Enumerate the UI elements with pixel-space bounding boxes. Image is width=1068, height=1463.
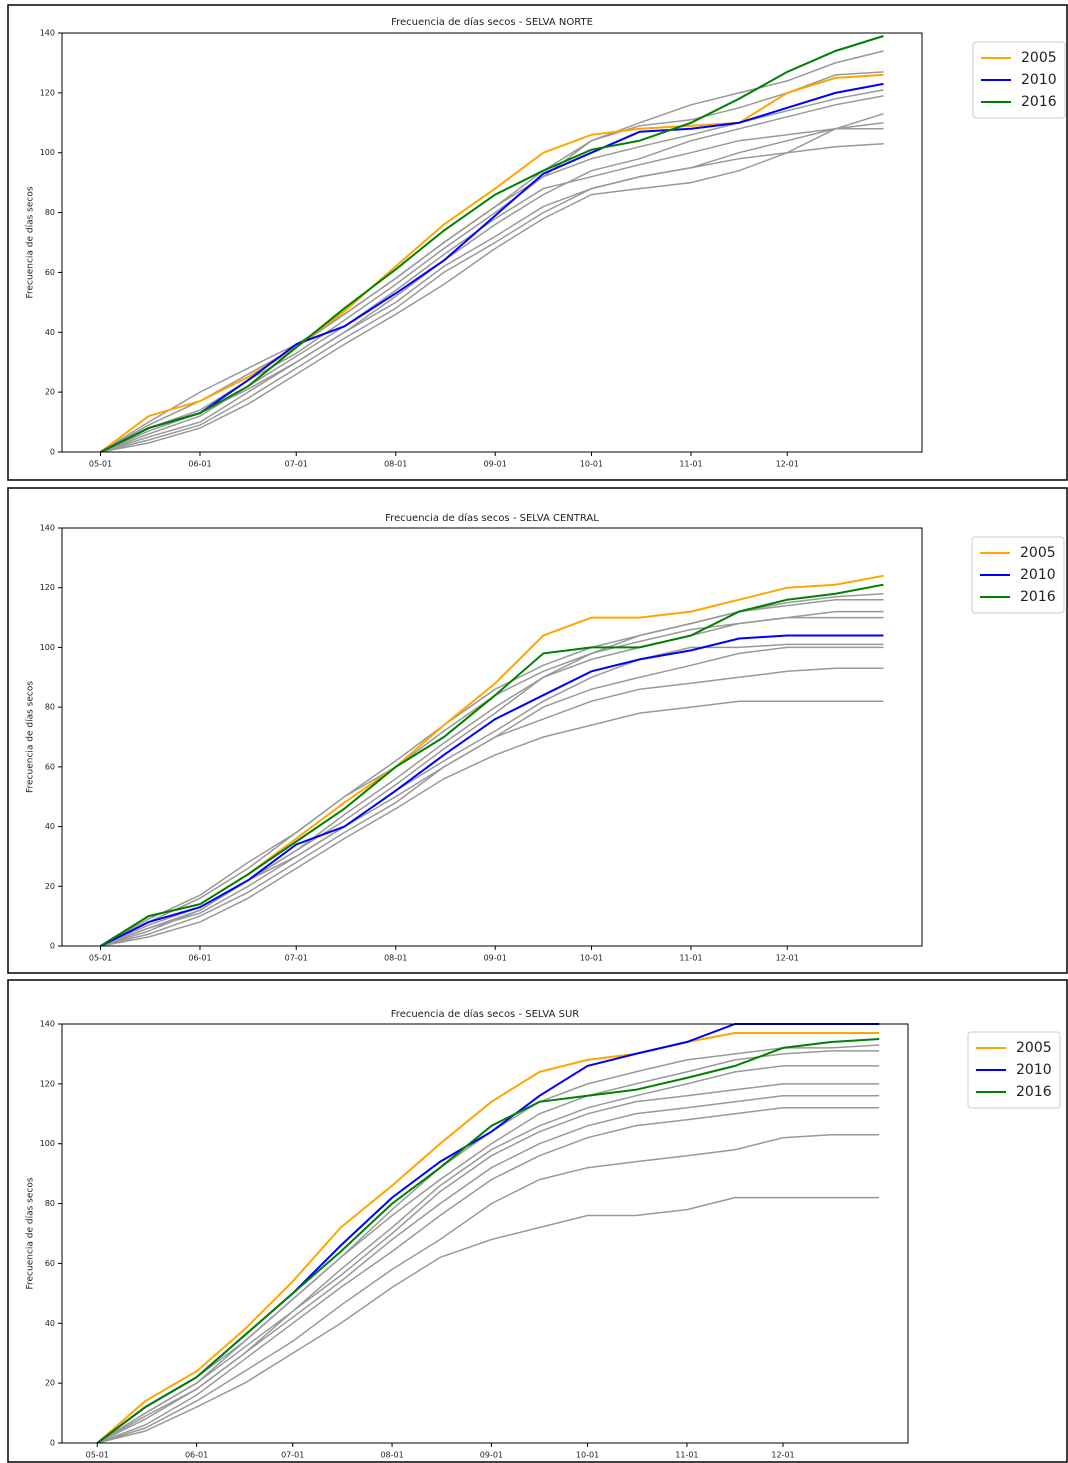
y-tick-label: 40 — [45, 1319, 55, 1328]
x-tick-label: 09-01 — [484, 460, 507, 469]
y-tick-label: 80 — [45, 703, 55, 712]
legend-label: 2005 — [1016, 1040, 1052, 1056]
plot-frame — [61, 32, 923, 453]
series-line — [97, 1107, 880, 1444]
y-axis-label: Frecuencia de días secos — [26, 186, 36, 298]
x-tick-label: 10-01 — [576, 1451, 599, 1460]
legend-label: 2010 — [1020, 567, 1056, 583]
series-line — [100, 142, 884, 453]
y-tick-label: 40 — [45, 328, 55, 337]
series-line — [96, 1038, 880, 1444]
x-tick-label: 05-01 — [86, 1451, 109, 1460]
series-line — [100, 700, 884, 947]
series-line — [97, 1133, 880, 1444]
y-tick-label: 100 — [40, 148, 55, 157]
legend-label: 2016 — [1021, 94, 1057, 110]
y-tick-label: 140 — [40, 1020, 55, 1029]
y-tick-label: 120 — [40, 1079, 55, 1088]
y-tick-label: 20 — [45, 882, 55, 891]
x-tick-label: 12-01 — [771, 1451, 794, 1460]
legend-box — [971, 536, 1065, 614]
y-tick-label: 140 — [40, 29, 55, 38]
series-line — [100, 35, 884, 453]
legend-label: 2010 — [1021, 72, 1057, 88]
plot-frame — [61, 527, 923, 947]
y-tick-label: 20 — [45, 388, 55, 397]
y-tick-label: 120 — [40, 88, 55, 97]
y-tick-label: 0 — [50, 448, 55, 457]
x-tick-label: 06-01 — [188, 954, 211, 963]
y-axis-label: Frecuencia de días secos — [26, 681, 36, 793]
y-tick-label: 20 — [45, 1379, 55, 1388]
x-tick-label: 05-01 — [89, 954, 112, 963]
x-tick-label: 07-01 — [285, 460, 308, 469]
panel-border — [7, 487, 1068, 974]
series-line — [100, 128, 884, 453]
series-line — [99, 73, 884, 453]
chart-title: Frecuencia de días secos - SELVA NORTE — [391, 16, 593, 28]
series-line — [97, 1196, 880, 1444]
series-line — [100, 95, 884, 453]
x-tick-label: 08-01 — [384, 954, 407, 963]
series-line — [96, 1083, 880, 1444]
y-tick-label: 60 — [45, 1259, 55, 1268]
y-tick-label: 0 — [50, 942, 55, 951]
legend-label: 2005 — [1021, 50, 1057, 66]
chart-title: Frecuencia de días secos - SELVA CENTRAL — [385, 512, 599, 524]
x-tick-label: 06-01 — [185, 1451, 208, 1460]
legend-label: 2010 — [1016, 1062, 1052, 1078]
series-line — [96, 1050, 880, 1444]
legend-box — [967, 1031, 1061, 1109]
series-line — [96, 1095, 880, 1444]
y-tick-label: 80 — [45, 1199, 55, 1208]
y-tick-label: 100 — [40, 1139, 55, 1148]
series-line — [100, 113, 884, 453]
y-tick-label: 140 — [40, 524, 55, 533]
x-tick-label: 11-01 — [679, 954, 702, 963]
x-tick-label: 12-01 — [776, 460, 799, 469]
series-line — [100, 634, 884, 947]
panel-border — [7, 979, 1068, 1463]
x-tick-label: 07-01 — [285, 954, 308, 963]
panel-border — [7, 4, 1068, 481]
x-tick-label: 10-01 — [580, 954, 603, 963]
plot-frame — [61, 1023, 909, 1444]
series-line — [96, 1032, 880, 1444]
x-tick-label: 05-01 — [89, 460, 112, 469]
legend-label: 2005 — [1020, 545, 1056, 561]
legend-box — [972, 41, 1066, 119]
y-tick-label: 0 — [50, 1439, 55, 1448]
series-line — [100, 643, 884, 947]
y-tick-label: 40 — [45, 822, 55, 831]
x-tick-label: 08-01 — [384, 460, 407, 469]
x-tick-label: 06-01 — [188, 460, 211, 469]
y-axis-label: Frecuencia de días secos — [26, 1177, 36, 1289]
y-tick-label: 60 — [45, 762, 55, 771]
series-line — [99, 583, 884, 947]
x-tick-label: 07-01 — [281, 1451, 304, 1460]
y-tick-label: 100 — [40, 643, 55, 652]
x-tick-label: 10-01 — [580, 460, 603, 469]
legend-label: 2016 — [1016, 1084, 1052, 1100]
y-tick-label: 80 — [45, 208, 55, 217]
x-tick-label: 12-01 — [776, 954, 799, 963]
x-tick-label: 11-01 — [675, 1451, 698, 1460]
x-tick-label: 08-01 — [380, 1451, 403, 1460]
x-tick-label: 11-01 — [679, 460, 702, 469]
chart-title: Frecuencia de días secos - SELVA SUR — [391, 1008, 579, 1020]
x-tick-label: 09-01 — [480, 1451, 503, 1460]
legend-label: 2016 — [1020, 589, 1056, 605]
y-tick-label: 60 — [45, 268, 55, 277]
y-tick-label: 120 — [40, 583, 55, 592]
series-line — [100, 82, 884, 453]
x-tick-label: 09-01 — [484, 954, 507, 963]
